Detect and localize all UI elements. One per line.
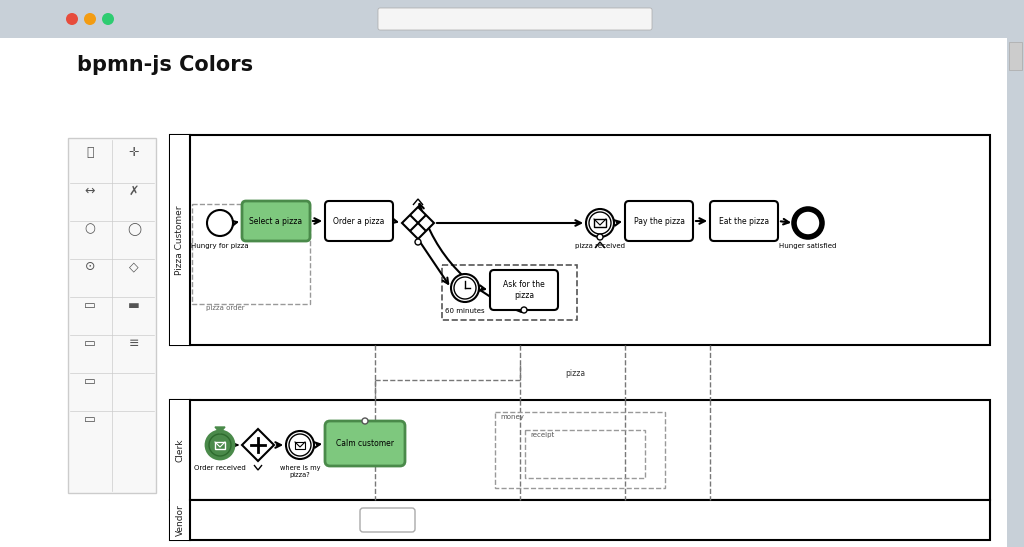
Circle shape (209, 434, 231, 456)
Text: ▭: ▭ (84, 336, 96, 350)
FancyBboxPatch shape (242, 201, 310, 241)
Bar (1007, 38, 1024, 547)
Text: ◯: ◯ (127, 223, 141, 236)
Text: Order a pizza: Order a pizza (334, 217, 385, 225)
Bar (170, 400, 990, 500)
Circle shape (286, 431, 314, 459)
Text: Select a pizza: Select a pizza (250, 217, 302, 225)
Text: Calm customer: Calm customer (336, 439, 394, 448)
Circle shape (66, 13, 78, 25)
Circle shape (451, 274, 479, 302)
Text: Hungry for pizza: Hungry for pizza (191, 243, 249, 249)
Bar (170, 135, 990, 345)
Bar (525, 430, 645, 478)
Bar (1009, 42, 1022, 70)
Text: Order received: Order received (195, 465, 246, 471)
Circle shape (586, 209, 614, 237)
Text: Pizza Customer: Pizza Customer (175, 205, 184, 275)
Text: ✋: ✋ (86, 147, 94, 160)
Text: Vendor: Vendor (175, 504, 184, 536)
Text: pizza received: pizza received (575, 243, 625, 249)
Polygon shape (215, 427, 225, 433)
Text: ✗: ✗ (129, 184, 139, 197)
Text: ▭: ▭ (84, 375, 96, 387)
Circle shape (289, 434, 311, 456)
Text: 60 minutes: 60 minutes (445, 308, 484, 314)
Circle shape (415, 239, 421, 245)
Text: Hunger satisfied: Hunger satisfied (779, 243, 837, 249)
FancyBboxPatch shape (325, 201, 393, 241)
FancyBboxPatch shape (325, 421, 406, 466)
FancyBboxPatch shape (625, 201, 693, 241)
Text: ▭: ▭ (84, 299, 96, 311)
Bar (193, 204, 310, 304)
Bar (170, 400, 190, 500)
Bar (170, 135, 190, 345)
Bar (215, 442, 225, 449)
Text: where is my
pizza?: where is my pizza? (280, 465, 321, 478)
FancyBboxPatch shape (378, 8, 652, 30)
Bar (495, 412, 665, 488)
Text: Eat the pizza: Eat the pizza (719, 217, 769, 225)
Bar (170, 500, 990, 540)
FancyBboxPatch shape (360, 508, 415, 532)
Polygon shape (402, 207, 434, 239)
Circle shape (521, 307, 527, 313)
Circle shape (794, 209, 822, 237)
Bar (594, 219, 606, 227)
Circle shape (597, 234, 603, 240)
Text: ≡: ≡ (129, 336, 139, 350)
Circle shape (206, 431, 234, 459)
Text: ⊙: ⊙ (85, 260, 95, 274)
Circle shape (102, 13, 114, 25)
Circle shape (362, 418, 368, 424)
Bar (68, 138, 156, 493)
Text: ○: ○ (85, 223, 95, 236)
Text: ◇: ◇ (129, 260, 139, 274)
Text: ▭: ▭ (84, 412, 96, 426)
Circle shape (454, 277, 476, 299)
Text: Clerk: Clerk (175, 438, 184, 462)
Polygon shape (242, 429, 274, 461)
Text: Pay the pizza: Pay the pizza (634, 217, 684, 225)
Text: receipt: receipt (530, 432, 554, 438)
Circle shape (589, 212, 611, 234)
Text: money: money (500, 414, 524, 420)
Bar (170, 500, 190, 540)
Bar (295, 442, 305, 449)
Text: ↔: ↔ (85, 184, 95, 197)
Circle shape (207, 210, 233, 236)
Text: pizza: pizza (565, 369, 585, 377)
Text: bpmn-js Colors: bpmn-js Colors (77, 55, 253, 75)
FancyBboxPatch shape (490, 270, 558, 310)
Bar (442, 265, 577, 320)
Text: ✛: ✛ (129, 147, 139, 160)
FancyBboxPatch shape (710, 201, 778, 241)
Text: pizza order: pizza order (206, 305, 245, 311)
Circle shape (84, 13, 96, 25)
Text: Ask for the
pizza: Ask for the pizza (503, 280, 545, 300)
Text: ▬: ▬ (128, 299, 140, 311)
Bar (0, 0, 1024, 38)
